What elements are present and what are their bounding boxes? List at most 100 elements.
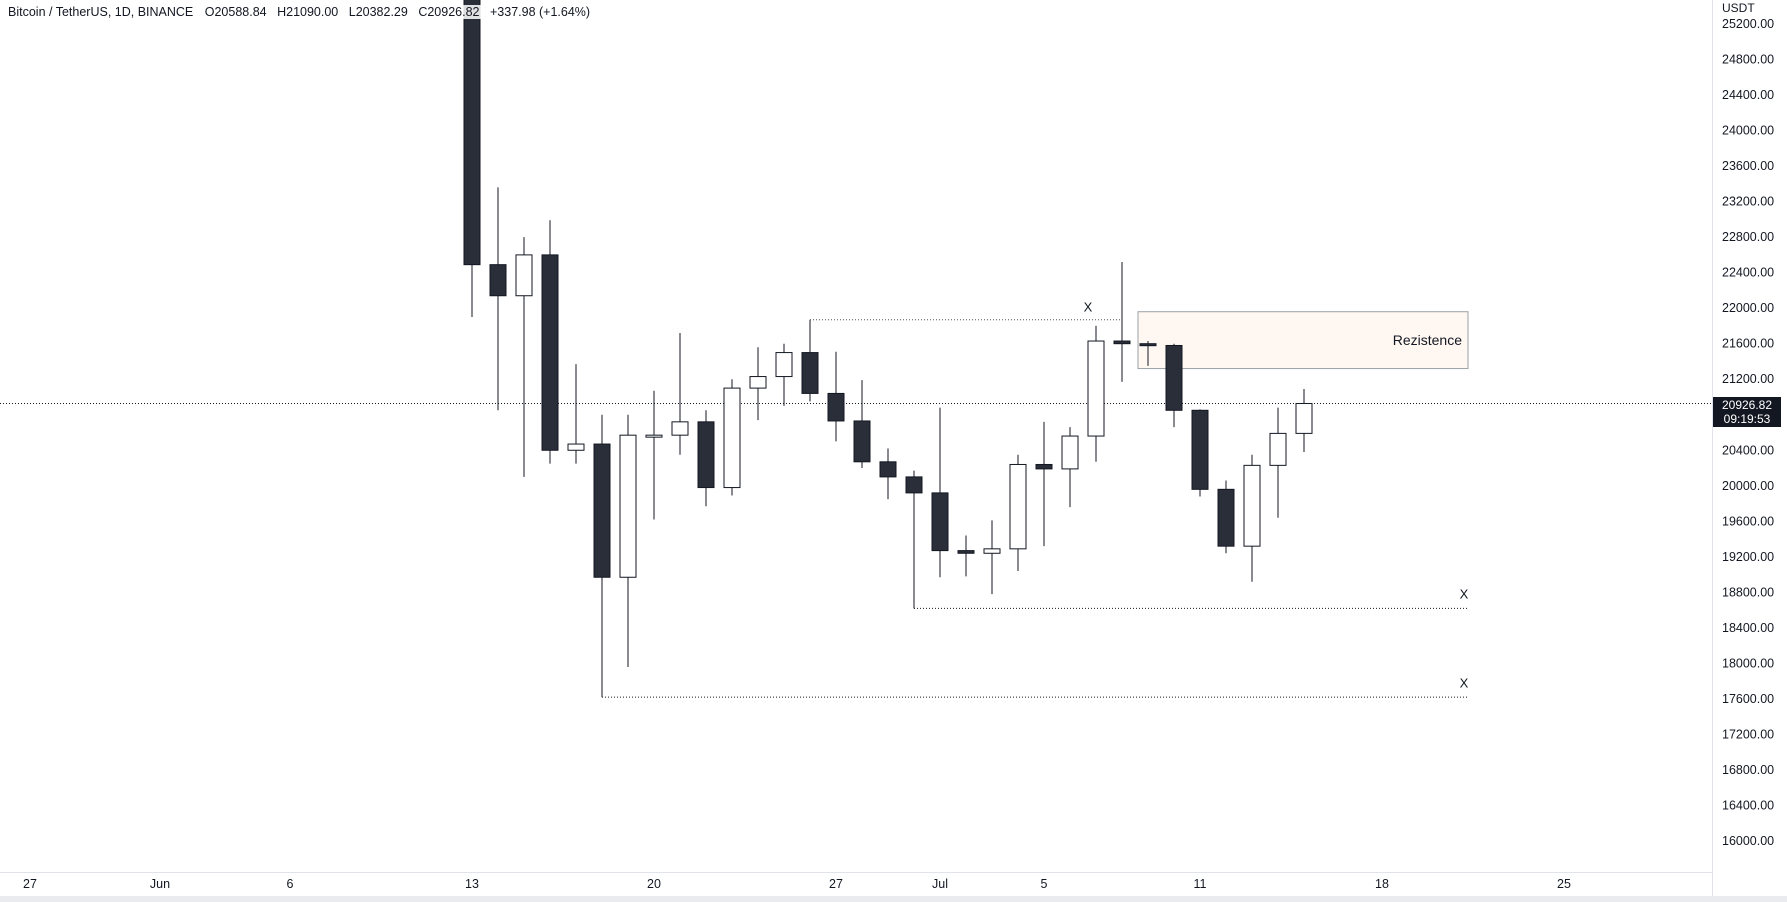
- x-marker: X: [1460, 587, 1469, 602]
- time-axis: 27 Jun 6 13 20 27 Jul 5 11 18 25: [23, 877, 1571, 891]
- level-lines-layer: [0, 319, 1712, 698]
- candle: [723, 379, 741, 496]
- price-tick-label: 17600.00: [1722, 692, 1774, 706]
- price-tick-label: 16000.00: [1722, 834, 1774, 848]
- candle-body-bullish: [749, 376, 767, 389]
- candle-body-bearish: [905, 476, 923, 494]
- time-tick-label: Jul: [932, 877, 948, 891]
- price-axis: 16000.00 16400.00 16800.00 17200.00 17600.00…: [1722, 17, 1774, 848]
- markers-layer: X X X: [1084, 300, 1469, 691]
- candle: [541, 220, 559, 464]
- candle: [1191, 409, 1209, 497]
- candle: [1113, 261, 1131, 382]
- candle: [1217, 480, 1235, 554]
- price-tick-label: 19600.00: [1722, 514, 1774, 528]
- candle: [749, 347, 767, 421]
- candle-body-bearish: [1035, 463, 1053, 470]
- price-tick-label: 16800.00: [1722, 763, 1774, 777]
- price-tick-label: 18400.00: [1722, 621, 1774, 635]
- candle-body-bearish: [931, 492, 949, 552]
- time-tick-label: 13: [465, 877, 479, 891]
- candle: [697, 410, 715, 507]
- price-tick-label: 25200.00: [1722, 17, 1774, 31]
- price-axis-border: [1712, 0, 1713, 902]
- candle-body-bullish: [1061, 435, 1079, 470]
- price-tick-label: 22000.00: [1722, 301, 1774, 315]
- candle: [957, 535, 975, 577]
- time-tick-label: 18: [1375, 877, 1389, 891]
- candle-body-bearish: [1165, 344, 1183, 411]
- price-tick-label: 24000.00: [1722, 124, 1774, 138]
- symbol-title[interactable]: Bitcoin / TetherUS, 1D, BINANCE: [8, 5, 194, 19]
- price-tick-label: 21600.00: [1722, 337, 1774, 351]
- price-tick-label: 24400.00: [1722, 88, 1774, 102]
- candle: [983, 520, 1001, 595]
- candle-body-bearish: [1139, 343, 1157, 347]
- candle: [1009, 454, 1027, 572]
- price-tick-label: 17200.00: [1722, 727, 1774, 741]
- time-tick-label: 25: [1557, 877, 1571, 891]
- high-value: H21090.00: [277, 5, 339, 19]
- price-tick-label: 22400.00: [1722, 266, 1774, 280]
- candle: [593, 414, 611, 698]
- price-tick-label: 23600.00: [1722, 159, 1774, 173]
- x-marker: X: [1084, 300, 1093, 315]
- candle-body-bearish: [957, 550, 975, 554]
- close-value: C20926.82: [418, 5, 480, 19]
- price-tick-label: 20000.00: [1722, 479, 1774, 493]
- price-tick-label: 19200.00: [1722, 550, 1774, 564]
- candle-body-bullish: [567, 443, 585, 451]
- candle-body-bearish: [1191, 409, 1209, 490]
- candle: [619, 414, 637, 667]
- candle: [463, 0, 481, 318]
- candle-body-bearish: [697, 421, 715, 489]
- candle: [1269, 407, 1287, 518]
- candle-body-bullish: [671, 421, 689, 436]
- price-tick-label: 20400.00: [1722, 443, 1774, 457]
- x-marker: X: [1460, 675, 1469, 690]
- bar-countdown: 09:19:53: [1723, 412, 1771, 426]
- candle: [931, 407, 949, 578]
- candle: [671, 333, 689, 455]
- time-tick-label: Jun: [150, 877, 170, 891]
- candle-body-bearish: [593, 443, 611, 578]
- candle: [827, 351, 845, 442]
- candle: [1165, 343, 1183, 428]
- candle-body-bullish: [1087, 340, 1105, 437]
- price-tick-label: 22800.00: [1722, 230, 1774, 244]
- candle: [1295, 388, 1313, 453]
- open-value: O20588.84: [204, 5, 267, 19]
- candle: [1061, 427, 1079, 508]
- price-axis-unit: USDT: [1722, 1, 1755, 15]
- candle: [879, 448, 897, 500]
- candle-body-bearish: [879, 461, 897, 478]
- candle-body-bullish: [775, 352, 793, 378]
- time-tick-label: 27: [23, 877, 37, 891]
- candle: [905, 470, 923, 609]
- candle: [489, 187, 507, 411]
- candle-body-bullish: [619, 434, 637, 578]
- price-tick-label: 18000.00: [1722, 656, 1774, 670]
- change-value: +337.98 (+1.64%): [489, 5, 591, 19]
- candle-body-bullish: [1009, 463, 1027, 550]
- candle: [1087, 325, 1105, 462]
- candle-body-bearish: [1113, 340, 1131, 345]
- time-tick-label: 11: [1194, 877, 1207, 891]
- candle-body-bearish: [541, 254, 559, 451]
- time-axis-border: [0, 872, 1712, 873]
- time-tick-label: 6: [287, 877, 294, 891]
- candle: [1243, 454, 1261, 582]
- bottom-scrollbar[interactable]: [0, 896, 1787, 902]
- candle-body-bearish: [463, 0, 481, 266]
- symbol-legend: Bitcoin / TetherUS, 1D, BINANCE O20588.8…: [6, 5, 593, 19]
- price-tick-label: 21200.00: [1722, 372, 1774, 386]
- candle-body-bullish: [1295, 402, 1313, 434]
- candle-body-bearish: [827, 392, 845, 422]
- candle: [567, 364, 585, 464]
- candle: [801, 319, 819, 402]
- candle: [1139, 341, 1157, 366]
- candle: [775, 343, 793, 406]
- price-tick-label: 24800.00: [1722, 53, 1774, 67]
